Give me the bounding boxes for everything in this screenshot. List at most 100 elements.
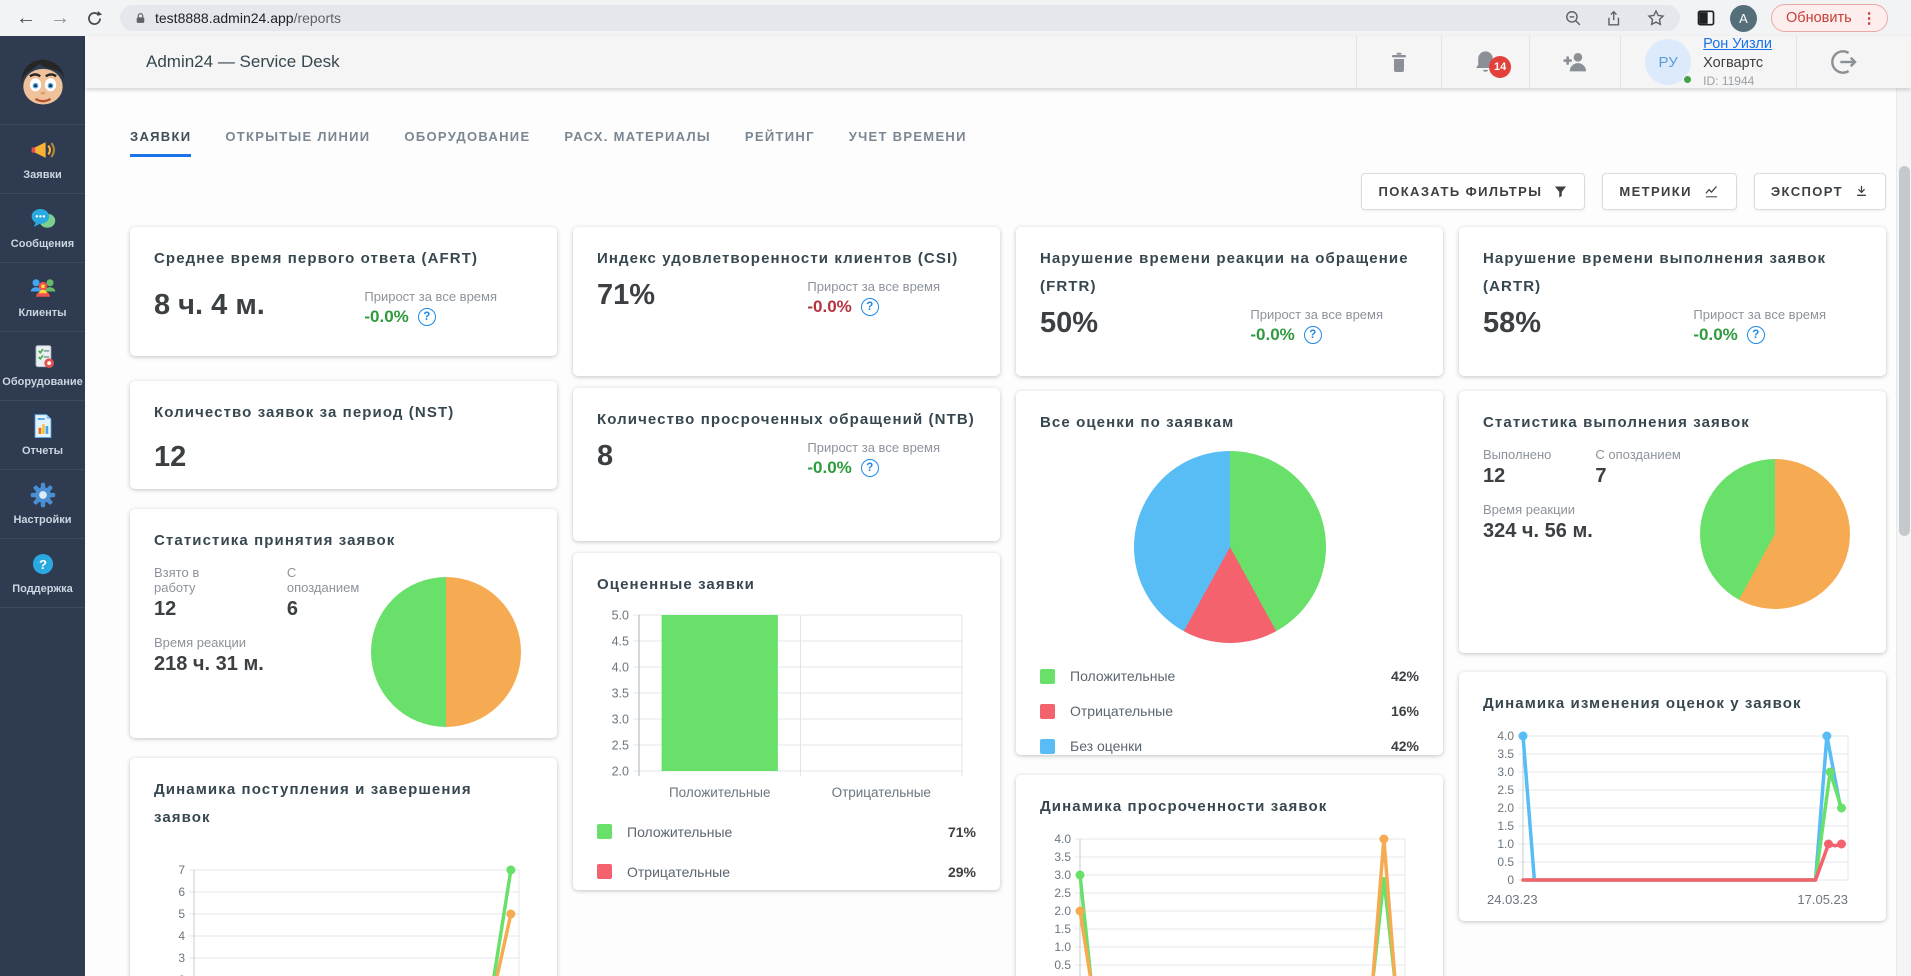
megaphone-icon <box>31 142 55 158</box>
address-bar[interactable]: test8888.admin24.app/reports <box>120 5 1680 31</box>
svg-text:3.5: 3.5 <box>1054 850 1071 864</box>
side-panel-icon[interactable] <box>1696 8 1716 28</box>
sidebar-item-support[interactable]: ? Поддержка <box>0 539 85 608</box>
user-id: ID: 11944 <box>1703 74 1755 88</box>
tab-requests[interactable]: ЗАЯВКИ <box>130 129 192 157</box>
kpi-card-afrt: Среднее время первого ответа (AFRT) 8 ч.… <box>130 227 557 356</box>
help-icon[interactable]: ? <box>417 307 436 326</box>
kpi-card-ntb: Количество просроченных обращений (NTB) … <box>573 388 1000 541</box>
card-title: Среднее время первого ответа (AFRT) <box>154 250 479 267</box>
export-button[interactable]: ЭКСПОРТ <box>1753 173 1886 210</box>
all-ratings-pie-chart <box>1133 450 1326 643</box>
legend-item: Отрицательные 16% <box>1040 694 1419 729</box>
clients-icon <box>30 279 55 297</box>
card-title: Оцененные заявки <box>597 576 755 593</box>
sidebar-item-equipment[interactable]: Оборудование <box>0 332 85 401</box>
logout-button[interactable] <box>1796 36 1889 88</box>
sidebar-item-clients[interactable]: Клиенты <box>0 263 85 332</box>
zoom-out-icon[interactable] <box>1564 9 1583 28</box>
legend-item: Положительные 71% <box>597 812 976 852</box>
sidebar-item-settings[interactable]: Настройки <box>0 470 85 539</box>
kpi-card-artr: Нарушение времени выполнения заявок (ART… <box>1459 227 1886 376</box>
kpi-value: 8 ч. 4 м. <box>154 288 265 321</box>
svg-text:24.03.23: 24.03.23 <box>1487 892 1538 907</box>
add-user-button[interactable] <box>1529 36 1620 88</box>
svg-text:2.5: 2.5 <box>1054 886 1071 900</box>
help-icon[interactable]: ? <box>1303 325 1322 344</box>
tab-time-tracking[interactable]: УЧЕТ ВРЕМЕНИ <box>848 129 967 144</box>
legend-swatch <box>597 864 612 880</box>
refresh-icon <box>87 10 102 25</box>
svg-text:3.5: 3.5 <box>1497 747 1514 761</box>
svg-text:5: 5 <box>178 907 185 921</box>
kpi-value: 12 <box>154 440 187 473</box>
svg-text:6: 6 <box>178 885 185 899</box>
svg-text:Положительные: Положительные <box>669 785 771 800</box>
legend-swatch <box>1040 703 1055 719</box>
lock-icon <box>136 12 145 23</box>
svg-text:17.05.23: 17.05.23 <box>1797 892 1848 907</box>
equipment-checklist-icon <box>35 345 54 368</box>
sidebar-item-requests[interactable]: Заявки <box>0 125 85 194</box>
legend-swatch <box>1040 738 1055 754</box>
scrollbar-thumb[interactable] <box>1899 166 1910 536</box>
svg-text:1.0: 1.0 <box>1054 940 1071 954</box>
tab-materials[interactable]: РАСХ. МАТЕРИАЛЫ <box>564 129 711 144</box>
online-status-dot <box>1683 75 1693 84</box>
svg-text:2.0: 2.0 <box>1497 801 1514 815</box>
metrics-chart-icon <box>1705 186 1718 198</box>
filter-icon <box>1555 186 1567 198</box>
card-title: Динамика поступления и завершения заявок <box>154 781 472 826</box>
tab-rating[interactable]: РЕЙТИНГ <box>744 129 815 144</box>
kpi-value: 50% <box>1040 306 1099 339</box>
sidebar-item-label: Настройки <box>13 514 72 526</box>
svg-text:1.5: 1.5 <box>1497 819 1514 833</box>
chart-legend: Положительные 42% Отрицательные 16% Без … <box>1040 659 1419 764</box>
metrics-button[interactable]: МЕТРИКИ <box>1602 173 1737 210</box>
browser-menu-icon[interactable]: ⋮ <box>1861 10 1877 27</box>
user-org: Хогвартс <box>1703 55 1764 71</box>
user-avatar[interactable]: РУ <box>1645 39 1693 85</box>
trash-button[interactable] <box>1356 36 1441 88</box>
sidebar: Заявки Сообщения Клиенты <box>0 36 85 976</box>
browser-refresh-button[interactable] <box>78 3 110 33</box>
browser-back-button[interactable]: ← <box>16 6 36 29</box>
sidebar-item-messages[interactable]: Сообщения <box>0 194 85 263</box>
overdue-dynamics-line-chart: 4.03.53.02.52.01.51.00.50 <box>1040 831 1419 976</box>
tab-equipment[interactable]: ОБОРУДОВАНИЕ <box>404 129 531 144</box>
page-scrollbar[interactable]: ▲ <box>1896 36 1911 976</box>
intake-completion-dynamics-card: Динамика поступления и завершения заявок… <box>130 758 557 976</box>
notification-badge: 14 <box>1489 56 1512 78</box>
gear-icon <box>30 482 55 508</box>
share-icon[interactable] <box>1605 9 1624 28</box>
kpi-card-csi: Индекс удовлетворенности клиентов (CSI) … <box>573 227 1000 376</box>
sidebar-user-avatar[interactable] <box>0 36 85 125</box>
help-icon[interactable]: ? <box>860 297 879 316</box>
browser-profile-avatar[interactable]: A <box>1730 4 1757 32</box>
chart-legend: Положительные 71% Отрицательные 29% <box>597 812 976 892</box>
svg-text:2.5: 2.5 <box>612 738 629 752</box>
show-filters-button[interactable]: ПОКАЗАТЬ ФИЛЬТРЫ <box>1361 173 1586 210</box>
rating-dynamics-line-chart: 4.0 3.5 3.0 2.5 2.0 1.5 1.0 0.5 0 24.03.23 17.05.2… <box>1483 728 1862 917</box>
browser-forward-button[interactable]: → <box>50 6 70 29</box>
svg-text:3.0: 3.0 <box>1497 765 1514 779</box>
svg-text:2: 2 <box>178 973 185 976</box>
tab-open-lines[interactable]: ОТКРЫТЫЕ ЛИНИИ <box>225 129 371 144</box>
user-name-link[interactable]: Рон Уизли <box>1703 36 1772 52</box>
all-ratings-card: Все оценки по заявкам Положительные 42% … <box>1016 391 1443 755</box>
svg-text:0.5: 0.5 <box>1054 958 1071 972</box>
report-chart-icon <box>34 414 51 438</box>
help-icon[interactable]: ? <box>1746 325 1765 344</box>
report-toolbar: ПОКАЗАТЬ ФИЛЬТРЫ МЕТРИКИ ЭКСПОРТ <box>85 157 1911 210</box>
trash-icon <box>1392 52 1407 72</box>
sidebar-item-reports[interactable]: Отчеты <box>0 401 85 470</box>
update-browser-button[interactable]: Обновить ⋮ <box>1771 4 1888 32</box>
bookmark-star-icon[interactable] <box>1646 8 1666 28</box>
svg-text:?: ? <box>38 557 46 572</box>
notifications-button[interactable]: 14 <box>1441 36 1529 88</box>
kpi-card-frtr: Нарушение времени реакции на обращение (… <box>1016 227 1443 376</box>
reports-content: ЗАЯВКИ ОТКРЫТЫЕ ЛИНИИ ОБОРУДОВАНИЕ РАСХ.… <box>85 88 1911 976</box>
help-icon[interactable]: ? <box>860 458 879 477</box>
svg-text:2.0: 2.0 <box>1054 904 1071 918</box>
sidebar-item-label: Поддержка <box>12 583 73 595</box>
